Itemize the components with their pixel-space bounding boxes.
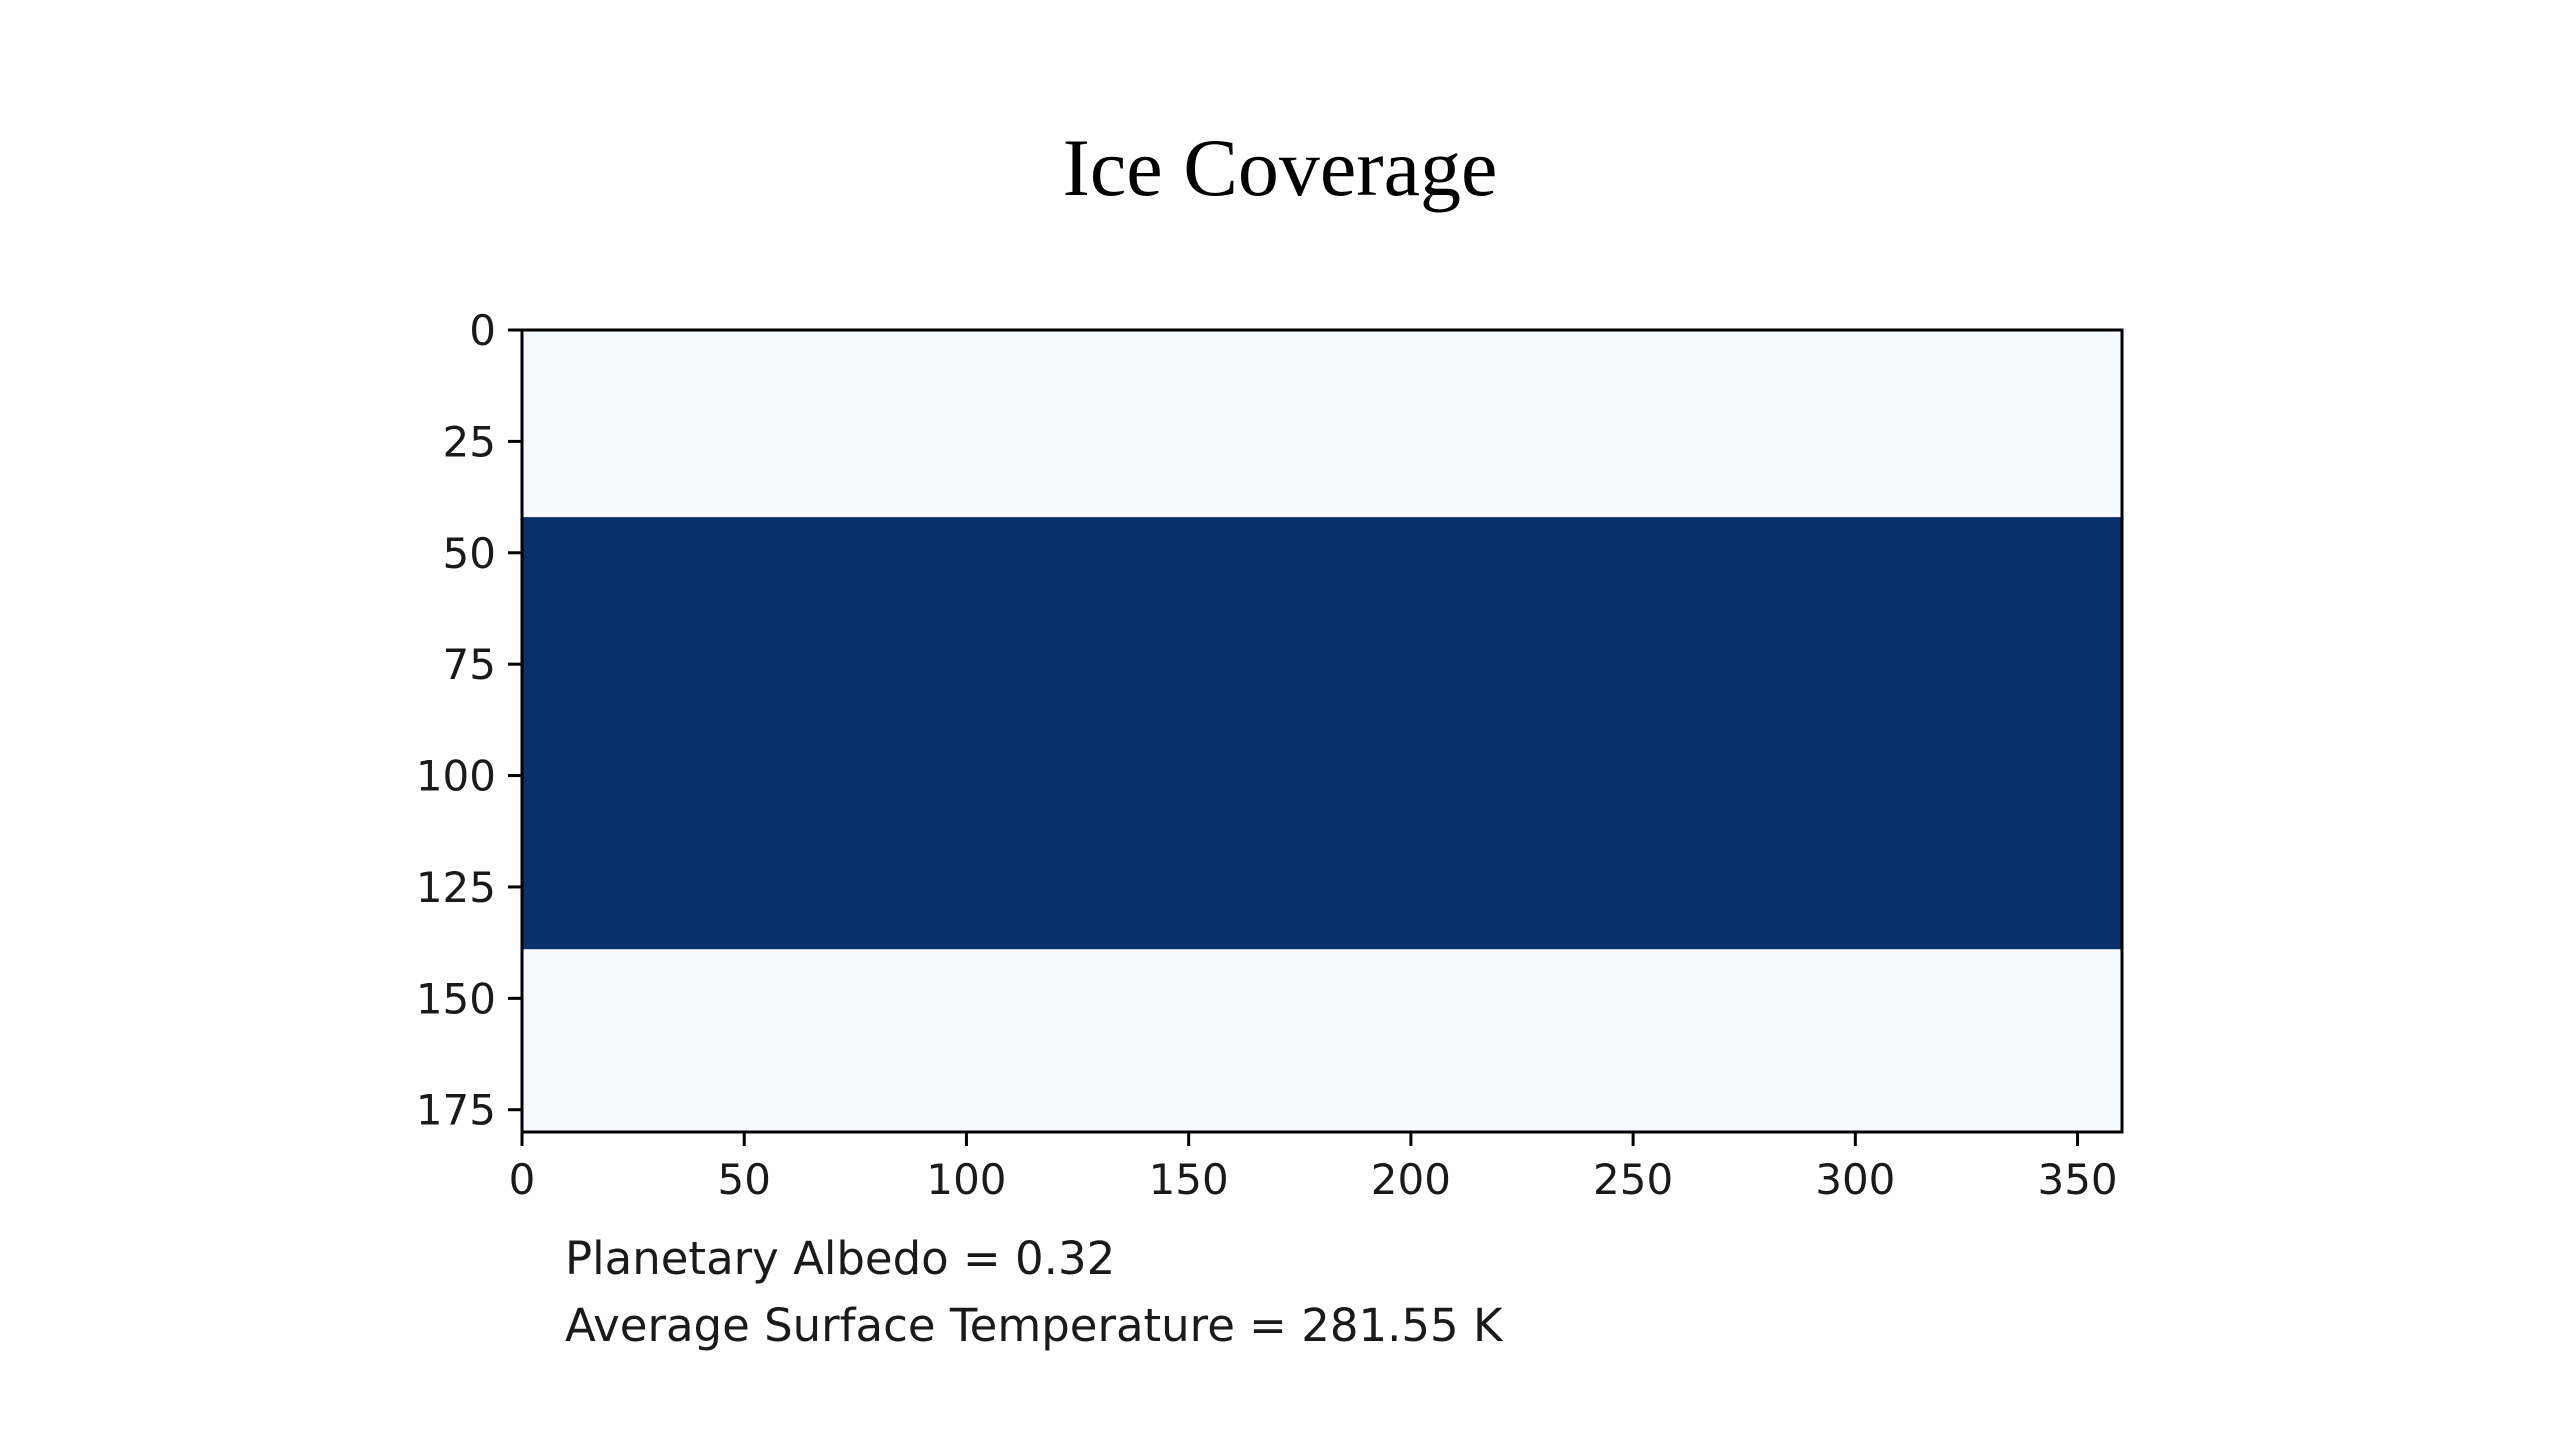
heatmap-band-0 [522,330,2122,518]
x-tick-label-250: 250 [1593,1155,1673,1204]
y-tick-label-100: 100 [416,752,496,801]
y-tick-label-50: 50 [443,529,496,578]
x-tick-label-150: 150 [1149,1155,1229,1204]
y-tick-label-150: 150 [416,974,496,1023]
annotation-average-surface-temperature: Average Surface Temperature = 281.55 K [565,1299,1503,1352]
heatmap-bands [522,330,2122,1132]
x-tick-label-300: 300 [1815,1155,1895,1204]
y-tick-label-75: 75 [443,640,496,689]
chart-title: Ice Coverage [1062,122,1498,213]
axis-ticks: 0 50 100 150 200 250 300 350 0 25 50 75 100 125 150 175 [416,306,2118,1204]
x-tick-label-200: 200 [1371,1155,1451,1204]
y-tick-label-0: 0 [469,306,496,355]
heatmap-band-1 [522,517,2122,950]
x-tick-label-0: 0 [509,1155,536,1204]
y-tick-label-25: 25 [443,417,496,466]
x-tick-label-50: 50 [717,1155,770,1204]
plot-frame [520,328,2124,1134]
y-tick-label-175: 175 [416,1086,496,1135]
y-tick-label-125: 125 [416,863,496,912]
heatmap-band-2 [522,949,2122,1132]
annotation-planetary-albedo: Planetary Albedo = 0.32 [565,1232,1116,1285]
x-tick-label-100: 100 [926,1155,1006,1204]
x-tick-label-350: 350 [2037,1155,2117,1204]
